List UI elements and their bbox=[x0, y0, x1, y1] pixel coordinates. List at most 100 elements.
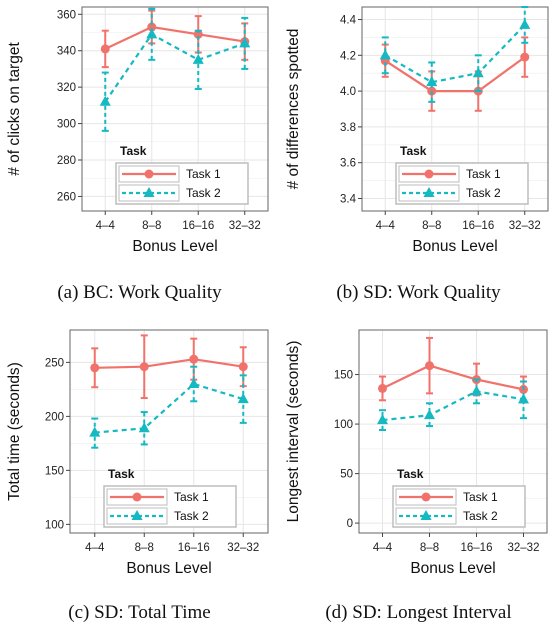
series-2 bbox=[377, 378, 529, 432]
data-point bbox=[147, 22, 157, 32]
y-tick-label: 280 bbox=[57, 155, 76, 167]
legend-label: Task 1 bbox=[186, 167, 221, 181]
series-line bbox=[384, 56, 526, 93]
data-point bbox=[189, 354, 199, 364]
data-point bbox=[425, 361, 434, 371]
plot-frame bbox=[81, 6, 269, 212]
x-tick-label: 8–8 bbox=[422, 220, 441, 232]
data-point bbox=[378, 383, 387, 393]
legend-key-marker bbox=[144, 169, 154, 179]
y-tick-label: 200 bbox=[45, 411, 64, 423]
y-tick-label: 300 bbox=[57, 119, 76, 131]
data-point bbox=[424, 409, 435, 420]
y-tick-label: 4.0 bbox=[340, 86, 356, 98]
legend-key-box bbox=[398, 165, 460, 183]
x-tick-label: 8–8 bbox=[420, 542, 439, 554]
x-tick-label: 16–16 bbox=[461, 542, 493, 554]
y-tick-label: 3.8 bbox=[340, 122, 356, 134]
legend: Task Task 1 Task 2 bbox=[395, 144, 529, 205]
legend-key-marker bbox=[423, 187, 435, 197]
y-tick-label: 150 bbox=[334, 370, 353, 382]
data-point bbox=[188, 377, 200, 388]
legend-box bbox=[395, 162, 529, 205]
y-tick-label: 0 bbox=[347, 518, 353, 530]
legend-key-box bbox=[395, 507, 457, 525]
chart-svg: 100 150 200 250 4–4 8–8 16–16 32–32 Bonus Level T… bbox=[6, 329, 269, 577]
legend-title: Task bbox=[400, 144, 427, 158]
chart-svg: 3.4 3.6 3.8 4.0 4.2 4.4 4–4 8–8 16–16 32–32 Bonus … bbox=[285, 6, 549, 255]
legend-box bbox=[115, 162, 249, 205]
x-tick-label: 8–8 bbox=[142, 220, 161, 232]
legend-box bbox=[392, 485, 526, 528]
legend-key-marker bbox=[424, 169, 434, 179]
data-point bbox=[89, 426, 101, 437]
data-point bbox=[426, 76, 438, 87]
series-line bbox=[94, 382, 244, 434]
x-tick-label: 4–4 bbox=[373, 542, 393, 554]
series-1 bbox=[90, 334, 248, 400]
y-tick-label: 3.6 bbox=[340, 158, 356, 170]
legend-key-box bbox=[106, 507, 168, 525]
data-point bbox=[377, 414, 388, 425]
data-point bbox=[99, 95, 111, 106]
legend-label: Task 1 bbox=[463, 490, 498, 504]
caption-d: (d) SD: Longest Interval bbox=[325, 602, 512, 623]
legend-key-marker bbox=[131, 510, 143, 520]
y-tick-label: 50 bbox=[340, 469, 353, 481]
legend: Task Task 1 Task 2 bbox=[103, 467, 237, 528]
legend-key-box bbox=[398, 184, 460, 202]
data-point bbox=[519, 18, 531, 29]
legend-key-box bbox=[395, 488, 457, 506]
chart-panel-c: 100 150 200 250 4–4 8–8 16–16 32–32 Bonus Level T… bbox=[0, 322, 279, 596]
y-axis-title: Longest interval (seconds) bbox=[285, 341, 302, 523]
y-tick-label: 260 bbox=[57, 191, 76, 203]
series-line bbox=[94, 358, 244, 369]
x-tick-label: 4–4 bbox=[85, 542, 105, 554]
caption-c: (c) SD: Total Time bbox=[68, 602, 211, 623]
y-tick-label: 100 bbox=[334, 419, 353, 431]
data-point bbox=[192, 53, 204, 64]
series-2 bbox=[89, 365, 249, 449]
y-tick-label: 150 bbox=[45, 465, 64, 477]
x-tick-label: 16–16 bbox=[182, 220, 214, 232]
data-point bbox=[238, 362, 248, 372]
legend-key-marker bbox=[132, 492, 142, 502]
legend-key-marker bbox=[143, 187, 155, 197]
series-line bbox=[382, 364, 524, 391]
chart-panel-a: 260 280 300 320 340 360 4–4 8–8 16–16 32–32 Bonus … bbox=[0, 0, 279, 272]
x-axis-title: Bonus Level bbox=[410, 560, 495, 577]
legend-key-box bbox=[106, 488, 168, 506]
data-point bbox=[471, 385, 482, 396]
legend: Task Task 1 Task 2 bbox=[115, 144, 249, 205]
chart-panel-b: 3.4 3.6 3.8 4.0 4.2 4.4 4–4 8–8 16–16 32–32 Bonus … bbox=[279, 0, 558, 272]
y-axis-title: # of differences spotted bbox=[285, 29, 302, 190]
y-tick-label: 360 bbox=[57, 9, 76, 21]
y-axis-title: # of clicks on target bbox=[6, 42, 23, 176]
y-tick-label: 4.2 bbox=[340, 50, 356, 62]
legend-label: Task 2 bbox=[463, 509, 498, 523]
legend-label: Task 1 bbox=[174, 490, 209, 504]
data-point bbox=[139, 362, 149, 372]
y-tick-label: 4.4 bbox=[340, 15, 357, 27]
series-line bbox=[104, 25, 245, 50]
legend-title: Task bbox=[397, 467, 424, 481]
data-point bbox=[90, 363, 100, 373]
data-point bbox=[138, 422, 150, 433]
series-1 bbox=[380, 36, 530, 112]
x-tick-label: 4–4 bbox=[96, 220, 116, 232]
plot-frame bbox=[358, 329, 548, 534]
y-tick-label: 250 bbox=[45, 357, 64, 369]
x-axis-title: Bonus Level bbox=[126, 560, 211, 577]
data-point bbox=[518, 393, 529, 404]
data-point bbox=[379, 49, 391, 60]
data-point bbox=[193, 29, 203, 39]
series-2 bbox=[99, 7, 251, 132]
data-point bbox=[239, 37, 251, 48]
legend-key-marker bbox=[421, 492, 431, 502]
data-point bbox=[520, 52, 530, 62]
legend-box bbox=[103, 485, 237, 528]
plot-frame bbox=[69, 329, 269, 534]
plot-frame bbox=[361, 6, 549, 212]
x-axis-title: Bonus Level bbox=[412, 238, 497, 255]
legend-label: Task 1 bbox=[466, 167, 501, 181]
